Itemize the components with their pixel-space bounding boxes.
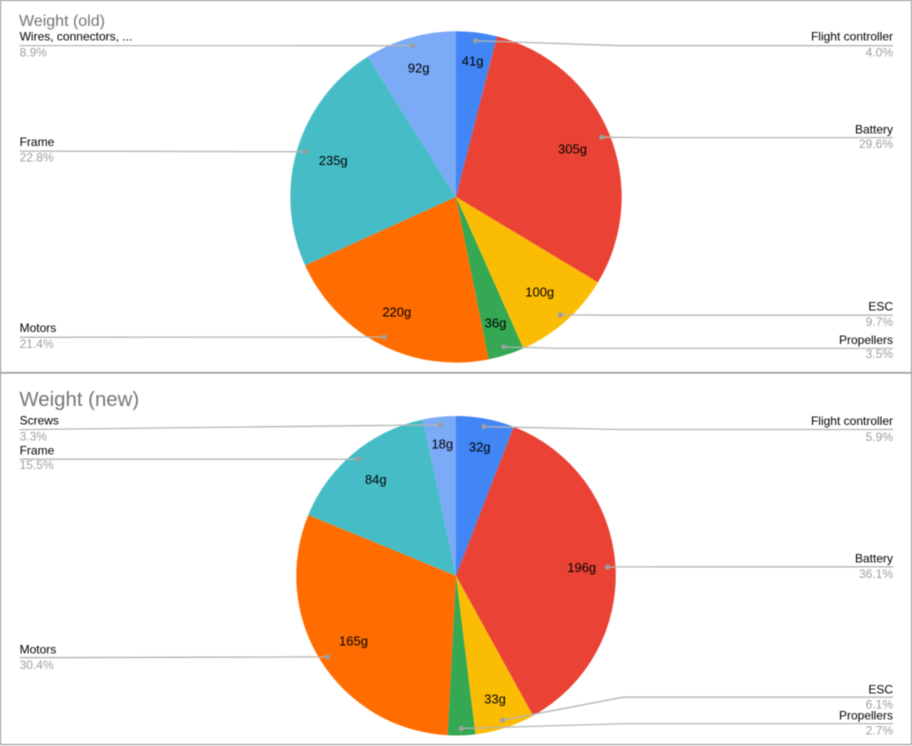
svg-text:Screws: Screws [20,413,59,427]
svg-text:220g: 220g [382,305,411,320]
svg-text:5.9%: 5.9% [866,430,894,444]
svg-text:33g: 33g [484,692,506,707]
svg-text:Flight controller: Flight controller [811,414,893,428]
svg-text:Battery: Battery [855,123,893,137]
svg-text:Flight controller: Flight controller [811,30,893,44]
svg-text:ESC: ESC [868,682,893,696]
svg-text:92g: 92g [408,61,430,76]
svg-text:165g: 165g [339,634,368,649]
svg-text:4.0%: 4.0% [866,46,894,60]
svg-text:6.1%: 6.1% [866,698,894,712]
svg-text:Weight (old): Weight (old) [19,13,105,30]
svg-text:41g: 41g [462,54,484,69]
svg-text:Motors: Motors [20,642,57,656]
svg-text:Frame: Frame [20,135,55,149]
svg-text:30.4%: 30.4% [20,658,54,672]
svg-text:305g: 305g [558,141,587,156]
svg-text:3.3%: 3.3% [20,430,48,444]
svg-text:29.6%: 29.6% [859,137,893,151]
svg-text:Frame: Frame [20,443,55,457]
svg-text:100g: 100g [525,285,554,300]
svg-text:32g: 32g [469,440,491,455]
svg-text:36g: 36g [485,316,507,331]
svg-text:ESC: ESC [868,300,893,314]
svg-text:2.7%: 2.7% [866,723,894,737]
svg-text:Weight (new): Weight (new) [19,389,139,411]
svg-text:9.7%: 9.7% [866,315,894,329]
svg-text:3.5%: 3.5% [866,347,894,361]
svg-text:Motors: Motors [20,321,57,335]
svg-text:22.8%: 22.8% [20,151,54,165]
svg-text:18g: 18g [431,437,453,452]
svg-text:196g: 196g [567,560,596,575]
svg-text:Battery: Battery [855,551,893,565]
svg-text:Wires, connectors, ...: Wires, connectors, ... [20,30,133,44]
svg-text:36.1%: 36.1% [859,567,893,581]
svg-text:235g: 235g [319,153,348,168]
svg-text:15.5%: 15.5% [20,458,54,472]
svg-text:Propellers: Propellers [839,709,893,723]
svg-text:21.4%: 21.4% [20,337,54,351]
svg-text:8.9%: 8.9% [20,45,48,59]
svg-text:Propellers: Propellers [839,333,893,347]
svg-text:84g: 84g [365,472,387,487]
